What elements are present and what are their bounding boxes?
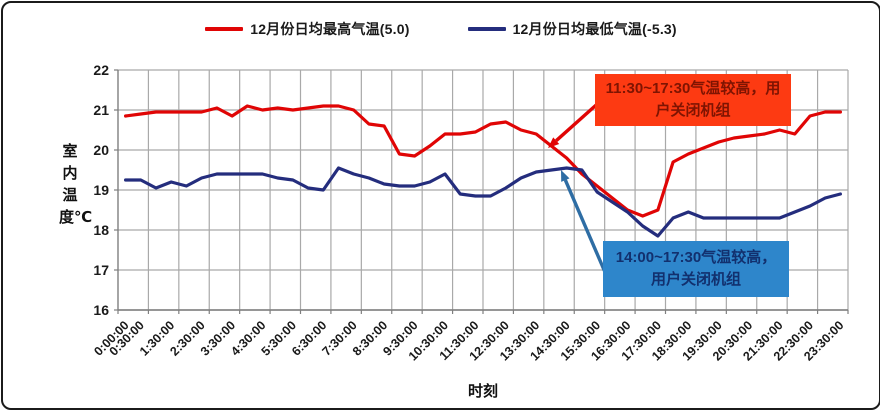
annotation-box-red: 11:30~17:30气温较高，用户关闭机组 xyxy=(595,74,791,126)
y-tick-label: 20 xyxy=(93,142,109,158)
y-tick-label: 22 xyxy=(93,62,109,78)
legend-max-line-swatch xyxy=(205,27,244,31)
legend-item-min: 12月份日均最低气温(-5.3) xyxy=(467,19,677,39)
x-tick-labels: 0:00:000:30:001:30:002:30:003:30:004:30:… xyxy=(91,318,846,363)
y-tick-label: 19 xyxy=(93,182,109,198)
y-axis-title: 室内温度℃ xyxy=(59,143,93,226)
x-axis-title: 时刻 xyxy=(467,383,498,400)
y-tick-label: 18 xyxy=(93,222,109,238)
y-tick-label: 21 xyxy=(93,102,109,118)
legend-min-label: 12月份日均最低气温(-5.3) xyxy=(512,21,677,37)
y-tick-label: 16 xyxy=(93,302,109,318)
series-min-temp-line xyxy=(123,166,843,238)
annotation-box-blue: 14:00~17:30气温较高，用户关闭机组 xyxy=(603,241,789,297)
chart-canvas: 16 17 18 19 20 21 22 0:00:000:30:001:30:002:30:… xyxy=(91,62,849,364)
legend-min-line-swatch xyxy=(467,27,506,31)
chart-legend: 12月份日均最高气温(5.0) 12月份日均最低气温(-5.3) xyxy=(3,19,879,39)
gridlines xyxy=(118,69,849,311)
series-max-temp-line xyxy=(123,104,843,218)
y-tick-labels: 16 17 18 19 20 21 22 xyxy=(93,62,118,318)
legend-item-max: 12月份日均最高气温(5.0) xyxy=(205,19,409,39)
legend-max-label: 12月份日均最高气温(5.0) xyxy=(250,21,410,37)
y-tick-label: 17 xyxy=(93,262,109,278)
